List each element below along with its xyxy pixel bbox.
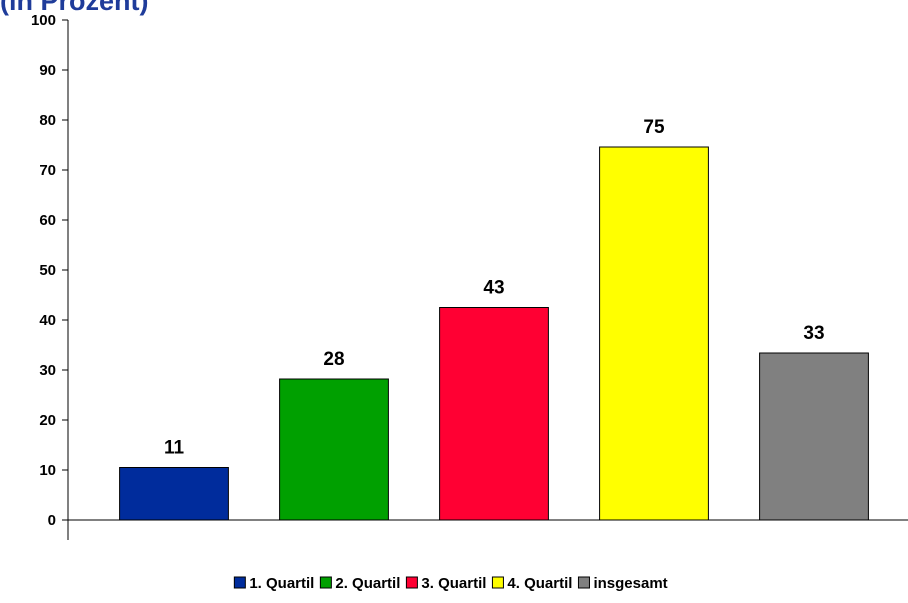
data-label: 11 [164, 438, 185, 459]
y-tick-label: 50 [39, 262, 56, 279]
legend-swatch [405, 576, 418, 589]
legend-swatch [319, 576, 332, 589]
legend-swatch [577, 576, 590, 589]
bar [439, 307, 549, 521]
y-tick-label: 60 [39, 212, 56, 229]
bar [759, 352, 869, 521]
y-tick-label: 70 [39, 162, 56, 179]
y-tick-label: 90 [39, 62, 56, 79]
y-tick-label: 40 [39, 312, 56, 329]
bar [119, 467, 229, 521]
data-label: 33 [803, 323, 824, 344]
legend-label: 4. Quartil [507, 575, 572, 592]
legend-label: insgesamt [593, 575, 667, 592]
data-label: 75 [643, 117, 665, 138]
y-tick-label: 0 [48, 512, 56, 529]
y-tick-label: 100 [31, 12, 56, 29]
y-tick-label: 10 [39, 462, 56, 479]
legend-label: 2. Quartil [335, 575, 400, 592]
data-label: 28 [323, 349, 344, 370]
y-tick-label: 80 [39, 112, 56, 129]
chart-title: (in Prozent) [0, 0, 149, 16]
bar [599, 146, 709, 521]
bar [279, 378, 389, 521]
legend-label: 1. Quartil [249, 575, 314, 592]
y-tick-label: 30 [39, 362, 56, 379]
legend-swatch [491, 576, 504, 589]
y-tick-label: 20 [39, 412, 56, 429]
legend-label: 3. Quartil [421, 575, 486, 592]
legend-swatch [233, 576, 246, 589]
data-label: 43 [483, 278, 504, 299]
